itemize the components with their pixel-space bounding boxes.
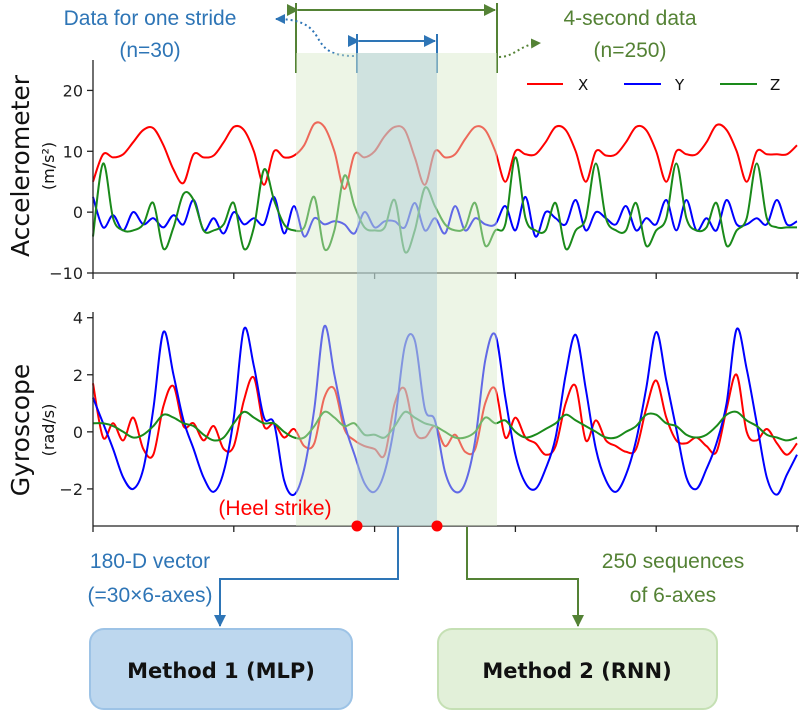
method1-box: Method 1 (MLP) (89, 628, 353, 710)
mlp-connector-arrow (214, 527, 399, 627)
rnn-input-desc-2: of 6-axes (630, 584, 716, 607)
window-sample-count: (n=250) (594, 39, 667, 62)
legend: X Y Z (527, 76, 780, 94)
mlp-input-desc-2: (=30×6-axes) (88, 584, 213, 607)
legend-label-z: Z (770, 76, 780, 94)
gyro-yunit: (rad/s) (39, 404, 58, 457)
heel-strike-label: (Heel strike) (218, 497, 331, 520)
legend-label-x: X (578, 76, 588, 94)
stride-bracket (348, 34, 438, 73)
window-highlight (296, 53, 497, 526)
y-tick-label: 0 (73, 203, 83, 222)
y-tick-label: −10 (49, 264, 83, 283)
stride-title: Data for one stride (64, 7, 237, 30)
method2-box: Method 2 (RNN) (437, 628, 718, 710)
stride-highlight (357, 53, 437, 526)
y-tick-label: 2 (73, 366, 83, 385)
gyro-ylabel: Gyroscope (6, 364, 35, 497)
stride-pointer-arrow (275, 14, 355, 57)
mlp-input-desc-1: 180-D vector (90, 550, 210, 573)
y-tick-label: 0 (73, 423, 83, 442)
window-bracket (287, 3, 498, 73)
gyro-series-y-line (92, 325, 798, 497)
accel-series-x-line (92, 121, 798, 191)
stride-sample-count: (n=30) (119, 39, 180, 62)
rnn-input-desc-1: 250 sequences (602, 550, 744, 573)
y-tick-label: −2 (59, 480, 83, 499)
accel-series-y-line (92, 195, 798, 238)
y-tick-label: 4 (73, 309, 83, 328)
accel-yunit: (m/s²) (39, 142, 58, 190)
window-title: 4-second data (563, 7, 696, 30)
heel-strike-marker (351, 520, 363, 532)
y-tick-label: 10 (63, 142, 83, 161)
gyro-series-z-line (92, 410, 798, 442)
window-pointer-arrow (498, 38, 541, 58)
accel-series-z-line (92, 156, 798, 254)
heel-strike-marker (431, 520, 443, 532)
rnn-connector-arrow (466, 527, 584, 627)
method1-label: Method 1 (MLP) (127, 659, 315, 683)
y-tick-label: 20 (63, 81, 83, 100)
accel-ylabel: Accelerometer (6, 74, 35, 257)
legend-label-y: Y (674, 76, 685, 94)
method2-label: Method 2 (RNN) (482, 659, 671, 683)
